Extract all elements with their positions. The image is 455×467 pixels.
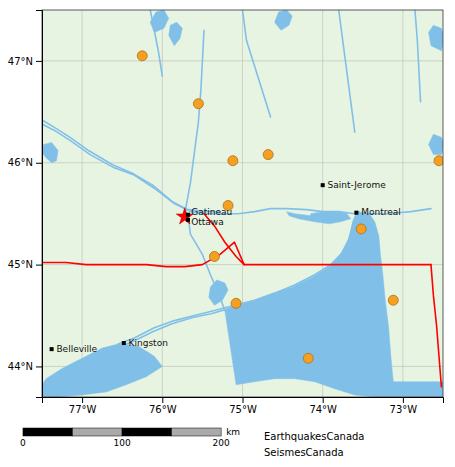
map-line [431, 265, 441, 387]
scale-unit: km [226, 427, 240, 437]
scale-segment [73, 428, 123, 436]
land [42, 10, 443, 397]
axis-domain [36, 11, 43, 398]
tick: 75°W [229, 397, 257, 415]
chart-svg: 77°W 76°W 75°W 74°W 73°W 44°N 45°N 46°N 47°N Gati… [0, 0, 455, 467]
tick-mark [243, 397, 244, 403]
city-label: Ottawa [191, 217, 224, 227]
point-square [186, 218, 190, 222]
tick: 47°N [8, 56, 42, 67]
tick-label: 74°W [309, 404, 337, 415]
point-square [122, 341, 126, 345]
point-circle [303, 353, 313, 363]
tick-label: 73°W [390, 404, 418, 415]
grid-line [42, 162, 443, 163]
water-area [42, 344, 162, 397]
point-square [321, 183, 325, 187]
point-circle [231, 298, 241, 308]
tick: 46°N [8, 157, 42, 168]
scale-tick-label: 200 [213, 438, 230, 448]
water-area [287, 212, 351, 224]
tick-mark [82, 397, 83, 403]
map-line [415, 10, 421, 102]
grid-line [402, 10, 403, 397]
tick: 44°N [8, 361, 42, 372]
water-area [225, 212, 443, 397]
map-line [359, 214, 375, 377]
point-circle [228, 156, 238, 166]
city-label: Belleville [56, 344, 97, 354]
point-square [354, 211, 358, 215]
point-circle [388, 295, 398, 305]
map-line [42, 242, 431, 266]
tick-label: 44°N [8, 361, 33, 372]
scale-bar: 0 100 200km [20, 427, 240, 449]
point-circle [137, 51, 147, 61]
point-square [186, 213, 190, 217]
tick: 74°W [309, 397, 337, 415]
scale-tick-label: 0 [20, 438, 26, 448]
map-line [116, 214, 357, 348]
map-line [243, 10, 271, 117]
water-area [311, 212, 345, 220]
plot-area [42, 10, 443, 397]
city-label: Saint-Jerome [328, 180, 387, 190]
map-line [185, 30, 204, 213]
y-axis: 44°N 45°N 46°N 47°N [8, 11, 43, 398]
credits: EarthquakesCanada SeismesCanada [264, 431, 364, 458]
point-square [50, 347, 54, 351]
annotations: GatineauOttawa Montreal Saint-Jerome Bellev… [56, 180, 400, 354]
city-label: Gatineau [191, 207, 232, 217]
water-area [429, 134, 443, 154]
tick-mark [162, 397, 163, 403]
tick-label: 76°W [149, 404, 177, 415]
scale-segment [122, 428, 172, 436]
tick-label: 75°W [229, 404, 257, 415]
point-circle [193, 99, 203, 109]
water-area [275, 10, 293, 30]
grid-line [82, 10, 83, 397]
city-label: Montreal [361, 207, 401, 217]
scale-segment [172, 428, 222, 436]
tick-label: 47°N [8, 56, 33, 67]
plot-frame [42, 10, 443, 397]
grid-line [42, 60, 443, 61]
map-line [42, 124, 431, 214]
credit-text: SeismesCanada [264, 447, 344, 458]
tick-label: 77°W [69, 404, 97, 415]
tick-mark [36, 163, 42, 164]
x-axis: 77°W 76°W 75°W 74°W 73°W [43, 397, 444, 415]
tick-mark [403, 397, 404, 403]
axis-domain [43, 398, 444, 404]
map-line [150, 10, 162, 76]
tick-mark [323, 397, 324, 403]
point-circle [263, 150, 273, 160]
tick: 45°N [8, 259, 42, 270]
scale-tick-label: 100 [113, 438, 130, 448]
tick: 76°W [149, 397, 177, 415]
tick: 77°W [69, 397, 97, 415]
grid [42, 10, 443, 397]
water-area [429, 25, 443, 50]
water-area [169, 22, 183, 45]
tick-mark [36, 265, 42, 266]
map-line [118, 212, 359, 344]
scale-segment [23, 428, 73, 436]
tick-label: 46°N [8, 157, 33, 168]
point-circle [434, 156, 443, 166]
tick-mark [36, 366, 42, 367]
credit-text: EarthquakesCanada [264, 431, 364, 442]
city-label: Kingston [129, 338, 168, 348]
point-circle [356, 224, 366, 234]
map-line [339, 10, 355, 132]
tick-mark [36, 61, 42, 62]
water-area [42, 142, 58, 162]
tick-label: 45°N [8, 259, 33, 270]
point-circle [209, 251, 219, 261]
tick: 73°W [390, 397, 418, 415]
